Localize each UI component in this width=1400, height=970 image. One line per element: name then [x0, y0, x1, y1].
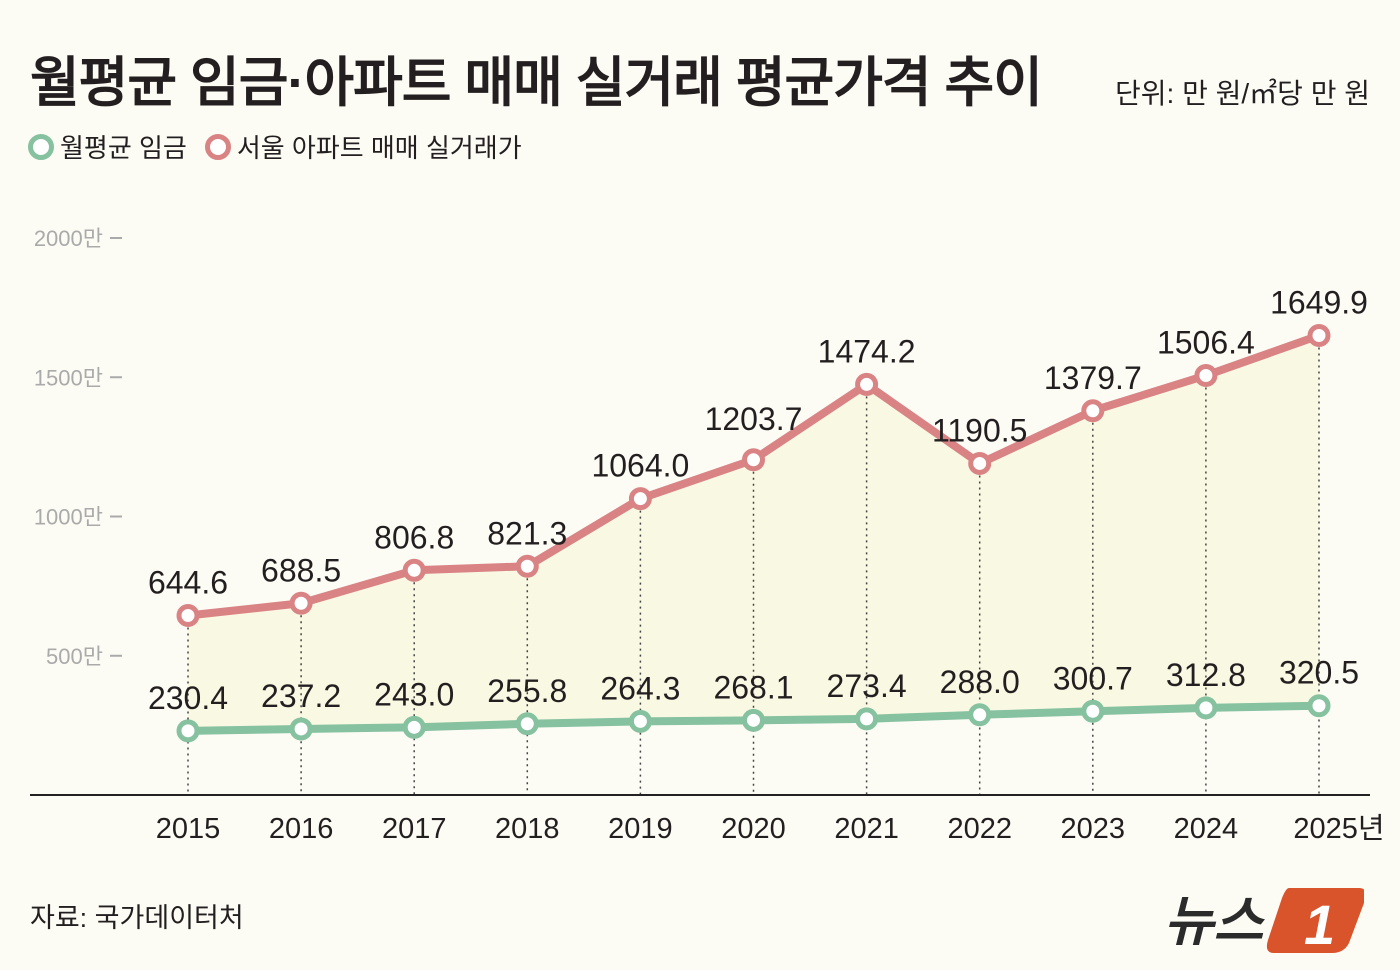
wage-point — [289, 717, 313, 741]
legend-apt-label: 서울 아파트 매매 실거래가 — [236, 133, 522, 163]
wage-data-label: 243.0 — [374, 676, 454, 712]
apt-data-label: 688.5 — [261, 552, 341, 588]
x-tick-label: 2016 — [269, 813, 334, 845]
apt-data-label: 644.6 — [148, 564, 228, 600]
wage-point — [402, 715, 426, 739]
wage-data-label: 273.4 — [827, 668, 907, 704]
apt-point — [742, 448, 765, 472]
apt-point — [1307, 324, 1331, 348]
wage-point — [968, 703, 992, 727]
apt-data-label: 1649.9 — [1270, 285, 1368, 321]
wage-data-label: 320.5 — [1279, 655, 1359, 691]
apt-point — [176, 603, 200, 627]
apt-data-label: 1506.4 — [1157, 324, 1255, 360]
wage-point — [515, 712, 539, 736]
unit-note: 단위: 만 원/㎡당 만 원 — [1115, 78, 1370, 109]
wage-data-label: 300.7 — [1053, 660, 1133, 696]
apt-data-label: 821.3 — [487, 515, 567, 551]
y-tick-label: 1000만 — [34, 505, 103, 530]
wage-point — [855, 707, 879, 731]
source-note: 자료: 국가데이터처 — [30, 903, 244, 933]
y-tick-label: 2000만 — [34, 226, 103, 251]
apt-point — [1194, 363, 1218, 387]
wage-data-label: 264.3 — [600, 670, 680, 706]
x-tick-label: 2019 — [608, 813, 673, 845]
apt-data-label: 1203.7 — [705, 401, 803, 437]
x-tick-label: 2025년 — [1293, 813, 1384, 845]
y-tick-label: 1500만 — [34, 365, 103, 390]
apt-point — [1081, 399, 1105, 423]
legend: 월평균 임금 서울 아파트 매매 실거래가 — [28, 128, 522, 165]
x-tick-label: 2021 — [834, 813, 899, 845]
apt-point — [515, 554, 539, 578]
svg-text:뉴스: 뉴스 — [1164, 892, 1266, 952]
apt-point — [855, 372, 879, 396]
wage-point — [176, 719, 200, 743]
x-tick-label: 2020 — [721, 813, 786, 845]
wage-point — [1194, 696, 1218, 720]
apt-data-label: 1474.2 — [818, 333, 916, 369]
svg-text:1: 1 — [1304, 893, 1335, 956]
wage-point — [1307, 694, 1331, 718]
wage-data-label: 237.2 — [261, 678, 341, 714]
y-tick-label: 500만 — [46, 644, 103, 669]
wage-data-label: 312.8 — [1166, 657, 1246, 693]
apt-point — [402, 558, 426, 582]
wage-data-label: 268.1 — [713, 669, 793, 705]
wage-data-label: 230.4 — [148, 680, 228, 716]
chart-title: 월평균 임금·아파트 매매 실거래 평균가격 추이 — [30, 53, 1043, 113]
wage-point — [628, 709, 652, 733]
apt-point — [628, 487, 652, 511]
x-tick-label: 2024 — [1174, 813, 1239, 845]
apt-data-label: 1064.0 — [591, 448, 689, 484]
apt-data-label: 1379.7 — [1044, 360, 1142, 396]
x-tick-label: 2022 — [947, 813, 1012, 845]
legend-wage-marker-icon — [28, 133, 54, 160]
x-tick-label: 2017 — [382, 813, 447, 845]
apt-data-label: 806.8 — [374, 519, 454, 555]
x-tick-label: 2023 — [1061, 813, 1126, 845]
apt-point — [968, 451, 992, 475]
wage-data-label: 288.0 — [940, 664, 1020, 700]
apt-point — [289, 591, 313, 615]
x-tick-label: 2018 — [495, 813, 560, 845]
wage-point — [742, 708, 765, 732]
x-tick-label: 2015 — [156, 813, 221, 845]
wage-data-label: 255.8 — [487, 673, 567, 709]
legend-wage-label: 월평균 임금 — [60, 133, 187, 163]
news1-logo: 뉴스 1 — [1164, 878, 1364, 958]
legend-apt-marker-icon — [204, 133, 231, 160]
apt-data-label: 1190.5 — [932, 412, 1028, 448]
wage-point — [1081, 699, 1105, 723]
